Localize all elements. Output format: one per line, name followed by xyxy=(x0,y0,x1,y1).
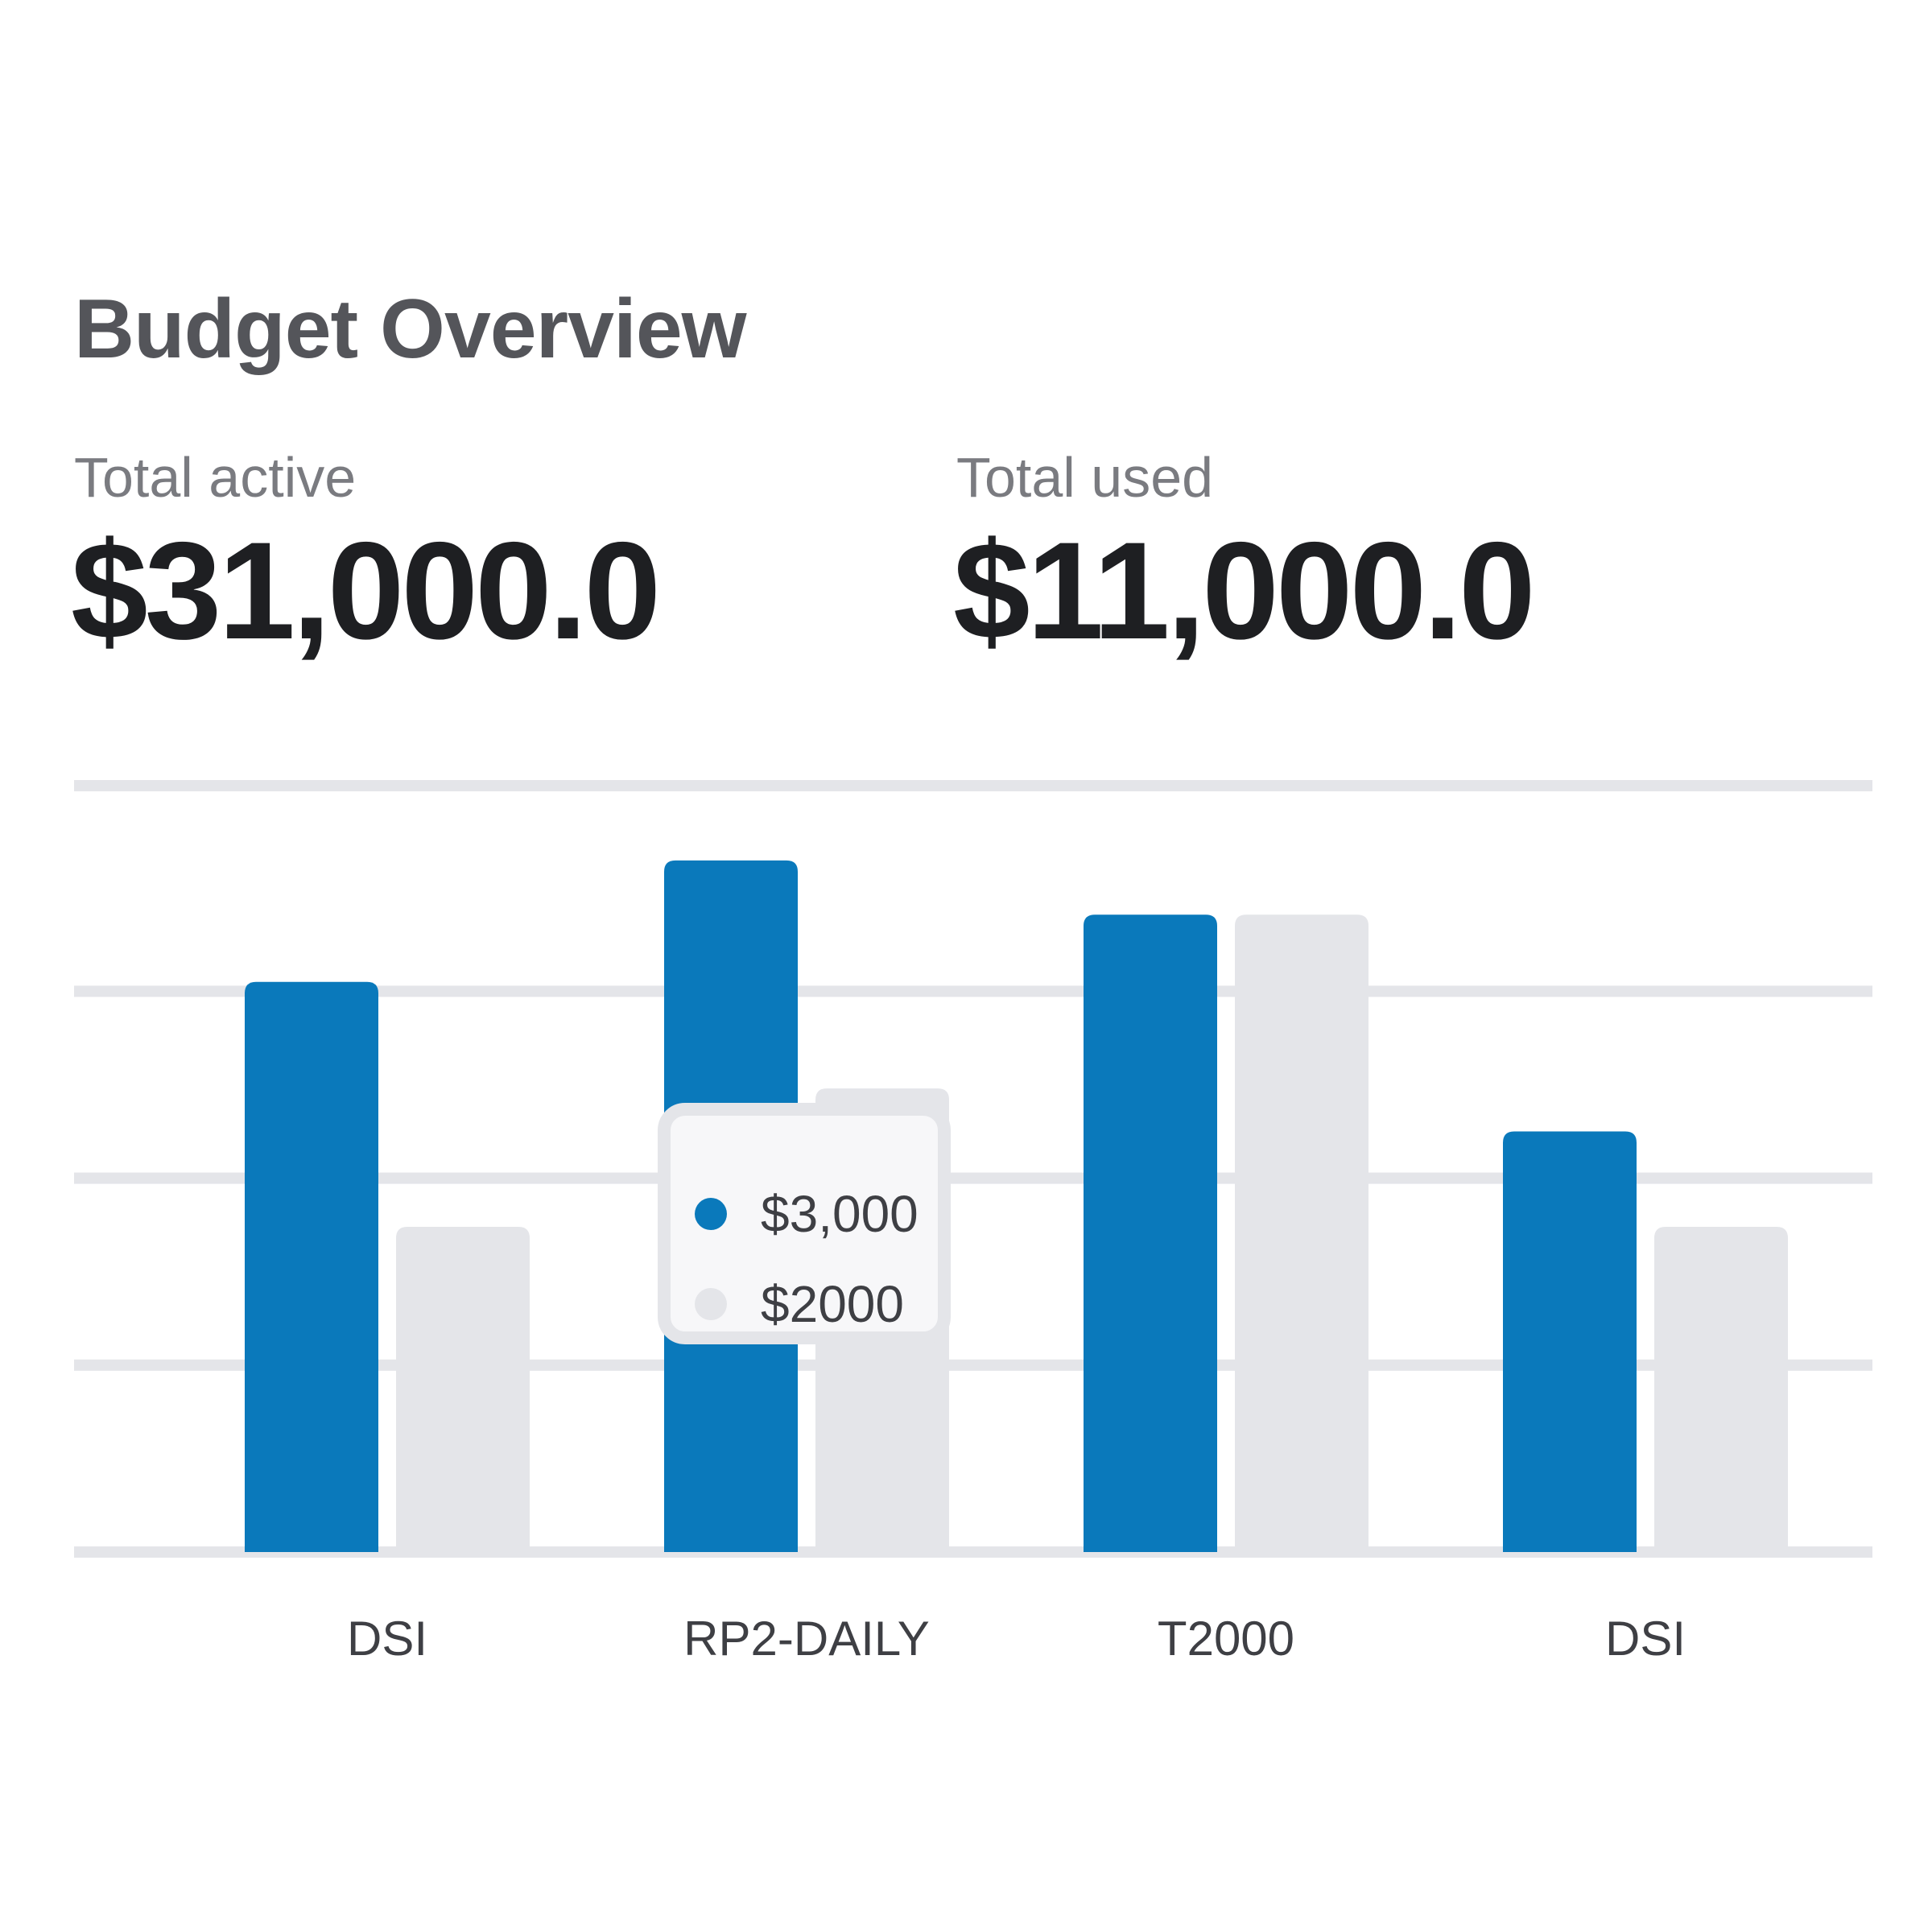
x-tick-label-2: T2000 xyxy=(1158,1612,1294,1666)
total-active-label: Total active xyxy=(74,446,357,509)
total-used-label: Total used xyxy=(956,446,1214,509)
chart-tooltip: $3,000 $2000 xyxy=(658,1103,951,1344)
used-bar-3[interactable] xyxy=(1654,1226,1788,1552)
page-title: Budget Overview xyxy=(74,283,747,376)
total-used-value: $11,000.0 xyxy=(953,514,1536,668)
tooltip-row-active: $3,000 xyxy=(695,1184,919,1244)
active-bar-2[interactable] xyxy=(1084,914,1217,1552)
used-bar-0[interactable] xyxy=(396,1226,530,1552)
total-active-value: $31,000.0 xyxy=(71,514,661,668)
x-tick-label-0: DSI xyxy=(347,1612,427,1666)
tooltip-used-value: $2000 xyxy=(761,1275,904,1333)
gridline-2 xyxy=(74,1172,1872,1184)
gridline-4 xyxy=(74,780,1872,791)
x-tick-label-1: RP2-DAILY xyxy=(683,1612,930,1666)
tooltip-row-used: $2000 xyxy=(695,1274,904,1334)
used-bar-2[interactable] xyxy=(1235,914,1368,1552)
active-bar-3[interactable] xyxy=(1503,1131,1637,1552)
active-legend-dot xyxy=(695,1198,727,1230)
x-tick-label-3: DSI xyxy=(1605,1612,1686,1666)
gridline-3 xyxy=(74,985,1872,997)
tooltip-active-value: $3,000 xyxy=(761,1185,919,1243)
active-bar-0[interactable] xyxy=(245,981,378,1552)
used-legend-dot xyxy=(695,1288,727,1320)
